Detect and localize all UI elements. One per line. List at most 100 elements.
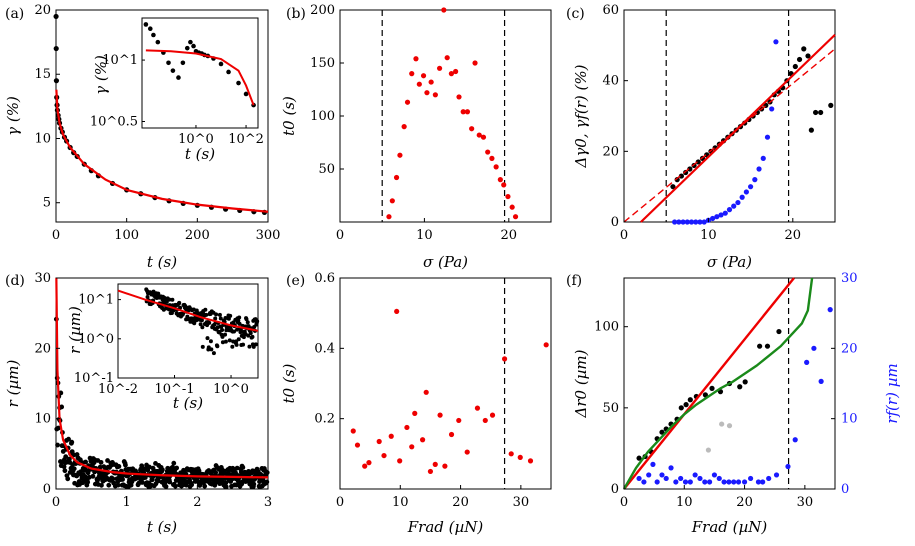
data-point	[394, 308, 400, 315]
panel-label: (f)	[566, 273, 582, 289]
inset-data-point	[178, 305, 183, 310]
panel-f: 0 10 20 30 0 50 100 0 10 20 30 Frad (µN) Δr0 (µm) rf(…	[566, 271, 901, 536]
data-point-blue	[676, 219, 682, 225]
data-point	[670, 184, 676, 190]
inset-data-point	[155, 39, 161, 45]
x-axis-label: Frad (µN)	[407, 518, 484, 536]
data-point-blue	[792, 437, 798, 443]
data-point	[497, 177, 503, 183]
data-point-blue	[654, 479, 660, 485]
data-point	[505, 193, 511, 200]
inset-data-point	[199, 318, 204, 323]
data-point-blue	[701, 219, 707, 225]
y-tick-label: 0.4	[314, 341, 335, 356]
data-point-blue	[760, 155, 766, 161]
data-point	[687, 397, 693, 403]
inset-y-axis-label: r (µm)	[66, 306, 84, 354]
data-point	[818, 109, 824, 116]
inset-data-point	[223, 339, 228, 344]
data-point-blue	[785, 463, 791, 470]
data-point-blue	[659, 472, 665, 478]
data-point	[376, 438, 382, 445]
y-tick-label: 20	[34, 341, 51, 356]
data-point-blue	[684, 219, 690, 225]
data-point	[460, 109, 466, 115]
data-point-blue	[743, 189, 749, 195]
data-point	[69, 439, 75, 445]
data-point	[388, 433, 394, 439]
y-axis-label: Δγ0, γf(r) (%)	[572, 64, 590, 168]
data-point	[427, 468, 434, 475]
inset-data-point	[145, 294, 150, 299]
x-tick-label: 0	[52, 495, 60, 510]
data-point	[173, 483, 178, 489]
data-point	[476, 132, 482, 138]
x-tick-label: 30	[513, 495, 530, 510]
data-point-blue	[766, 475, 772, 482]
x-tick-label: 10	[676, 495, 693, 510]
inset-data-point	[230, 344, 235, 349]
inset-data-point	[215, 344, 220, 349]
inset-plot-area	[141, 17, 259, 129]
inset-data-point	[207, 320, 212, 325]
inset-x-axis-label: t (s)	[173, 394, 203, 412]
y-tick-label: 0	[611, 215, 619, 230]
inset-data-point	[164, 299, 169, 304]
data-point	[419, 437, 426, 443]
x-tick-label: 2	[193, 495, 201, 510]
inset-x-tick-label: 10^0	[178, 132, 214, 147]
y-tick-label: 0.6	[314, 271, 335, 286]
data-point	[412, 410, 418, 416]
inset-y-tick-label: 10^0	[78, 332, 114, 347]
data-point	[258, 471, 264, 477]
data-point	[62, 468, 68, 474]
data-point-blue	[748, 184, 754, 190]
plot-area	[623, 9, 836, 223]
y-tick-label: 100	[594, 320, 619, 335]
x-tick-label: 30	[797, 495, 814, 510]
data-point	[61, 464, 67, 470]
panel-e: 0 10 20 30 0.2 0.4 0.6 Frad (µN) t0 (s) (e)	[280, 271, 552, 536]
data-point-blue	[693, 219, 699, 225]
data-point	[264, 470, 270, 475]
data-point	[489, 412, 496, 418]
data-point-blue	[692, 472, 698, 478]
data-point-blue	[650, 461, 656, 467]
data-point	[485, 149, 491, 155]
data-point	[709, 385, 715, 391]
data-point	[448, 71, 455, 77]
data-point-blue	[716, 475, 722, 482]
data-point	[683, 402, 689, 408]
inset-data-point	[232, 329, 237, 334]
inset-data-point	[253, 342, 258, 347]
y-tick-label: 20	[34, 3, 51, 18]
inset-data-point	[241, 335, 246, 340]
data-point	[695, 159, 701, 165]
inset-data-point	[209, 347, 214, 352]
y-tick-label: 0	[43, 482, 51, 497]
panel-label: (e)	[286, 273, 305, 289]
inset-data-point	[205, 336, 210, 341]
data-point	[659, 429, 665, 435]
data-point	[65, 476, 71, 482]
inset-data-point	[234, 342, 239, 347]
data-point	[444, 55, 450, 61]
data-point-blue	[741, 479, 748, 485]
data-point	[90, 473, 96, 479]
inset-data-point	[211, 351, 216, 356]
fit-line	[623, 277, 795, 490]
data-point	[674, 177, 680, 183]
y-tick-label: 0	[611, 482, 619, 497]
data-point-blue	[769, 106, 775, 112]
data-point	[409, 444, 415, 450]
y-tick-label: 20	[602, 144, 619, 159]
data-point	[99, 482, 104, 488]
y-tick-label: 100	[310, 109, 335, 124]
data-point	[202, 483, 208, 489]
inset-data-point	[247, 344, 252, 349]
dashed-fit-line	[623, 48, 836, 223]
x-tick-label: 0	[52, 228, 60, 243]
inset-data-point	[250, 334, 255, 339]
panel-label: (c)	[566, 6, 585, 22]
